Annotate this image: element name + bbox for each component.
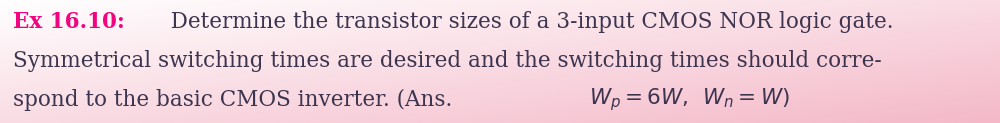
- Text: Ex 16.10:: Ex 16.10:: [13, 11, 125, 33]
- Text: spond to the basic CMOS inverter. (Ans.: spond to the basic CMOS inverter. (Ans.: [13, 89, 459, 111]
- Text: Determine the transistor sizes of a 3-input CMOS NOR logic gate.: Determine the transistor sizes of a 3-in…: [157, 11, 894, 33]
- Text: $\mathit{W}_p = 6\mathit{W}$,  $\mathit{W}_n = \mathit{W}$): $\mathit{W}_p = 6\mathit{W}$, $\mathit{W…: [589, 87, 789, 113]
- Text: Symmetrical switching times are desired and the switching times should corre-: Symmetrical switching times are desired …: [13, 50, 882, 72]
